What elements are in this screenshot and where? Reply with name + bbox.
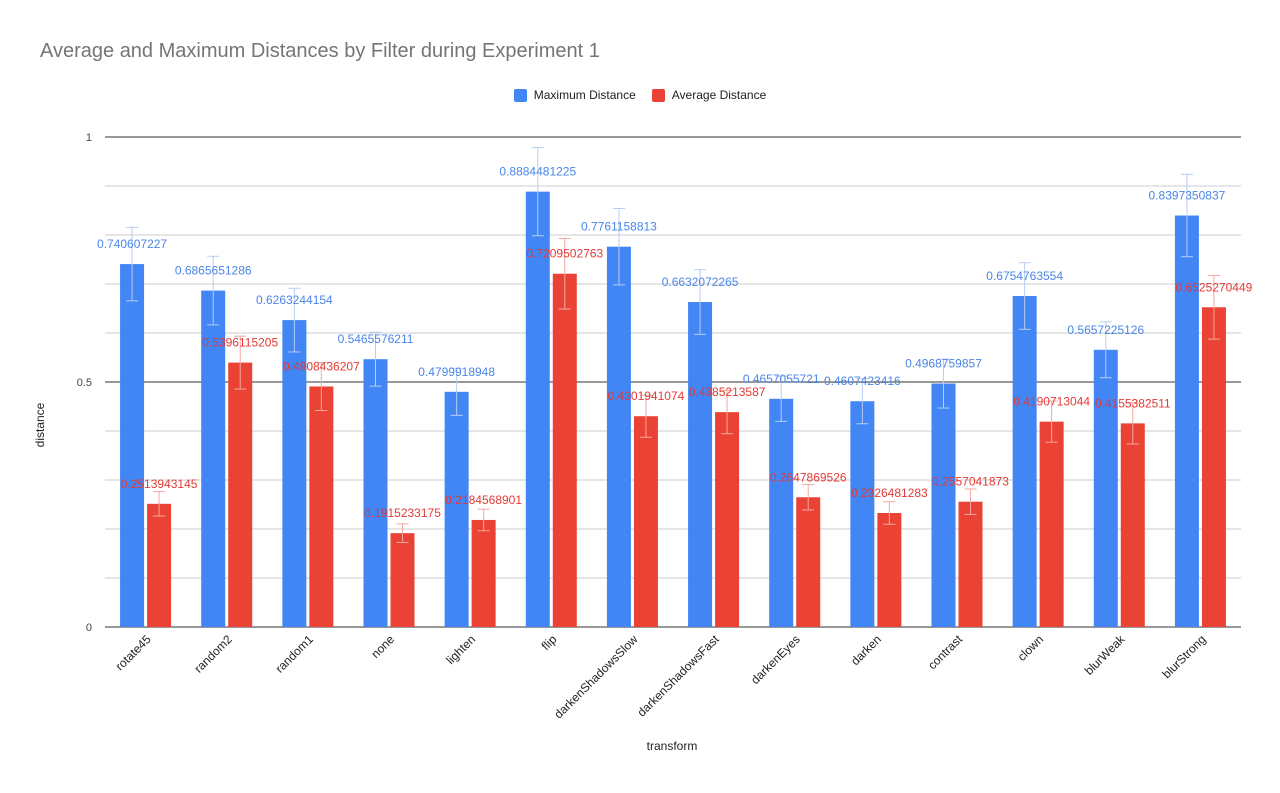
x-tick-label: darken bbox=[848, 632, 884, 668]
bar-average-distance bbox=[390, 533, 415, 627]
data-label-maximum-distance: 0.6754763554 bbox=[986, 269, 1063, 283]
bar-average-distance bbox=[1201, 307, 1226, 627]
chart-title: Average and Maximum Distances by Filter … bbox=[40, 40, 600, 62]
legend-swatch-average-distance bbox=[651, 88, 665, 102]
data-label-maximum-distance: 0.5657225126 bbox=[1067, 323, 1144, 337]
y-tick-label: 1 bbox=[86, 132, 92, 144]
data-label-average-distance: 0.5396115205 bbox=[202, 336, 278, 350]
bar-maximum-distance bbox=[363, 359, 388, 627]
bar-average-distance bbox=[309, 386, 334, 627]
legend-swatch-maximum-distance bbox=[513, 88, 527, 102]
x-axis-title: transform bbox=[646, 739, 698, 753]
x-tick-label: random1 bbox=[273, 632, 317, 676]
data-label-maximum-distance: 0.740607227 bbox=[97, 237, 167, 251]
data-label-maximum-distance: 0.4607423416 bbox=[824, 374, 901, 388]
bar-maximum-distance bbox=[1012, 296, 1037, 627]
data-label-maximum-distance: 0.6865651286 bbox=[175, 264, 252, 278]
bar-maximum-distance bbox=[606, 246, 631, 627]
data-label-maximum-distance: 0.5465576211 bbox=[338, 332, 414, 346]
bar-maximum-distance bbox=[444, 391, 469, 627]
bar-maximum-distance bbox=[931, 383, 956, 627]
x-tick-label: lighten bbox=[443, 632, 478, 667]
legend-item-average-distance[interactable]: Average Distance bbox=[651, 88, 767, 102]
data-label-maximum-distance: 0.6632072265 bbox=[662, 275, 739, 289]
bar-maximum-distance bbox=[525, 191, 550, 628]
x-tick-label: darkenEyes bbox=[748, 632, 803, 687]
x-tick-label: darkenShadowsSlow bbox=[551, 632, 640, 721]
data-label-average-distance: 0.4385213587 bbox=[689, 385, 766, 399]
bar-maximum-distance bbox=[120, 264, 145, 627]
data-label-average-distance: 0.4190713044 bbox=[1013, 395, 1090, 409]
bar-average-distance bbox=[715, 412, 740, 627]
x-tick-label: none bbox=[368, 632, 397, 661]
legend-label-maximum-distance: Maximum Distance bbox=[533, 88, 636, 102]
bar-maximum-distance bbox=[850, 401, 875, 627]
bar-maximum-distance bbox=[282, 320, 307, 627]
data-label-average-distance: 0.2513943145 bbox=[121, 477, 198, 491]
bar-maximum-distance bbox=[201, 290, 226, 627]
data-label-maximum-distance: 0.6263244154 bbox=[256, 293, 333, 307]
bar-average-distance bbox=[228, 362, 253, 627]
y-tick-label: 0.5 bbox=[77, 377, 92, 389]
bar-average-distance bbox=[633, 416, 658, 627]
bar-average-distance bbox=[1120, 423, 1145, 627]
x-tick-label: contrast bbox=[925, 632, 966, 673]
data-label-maximum-distance: 0.8884481225 bbox=[499, 165, 576, 179]
data-label-average-distance: 0.2557041873 bbox=[932, 475, 1009, 489]
data-label-average-distance: 0.4301941074 bbox=[608, 389, 685, 403]
legend: Maximum Distance Average Distance bbox=[0, 88, 1280, 102]
y-tick-label: 0 bbox=[86, 622, 92, 634]
x-tick-label: rotate45 bbox=[113, 632, 154, 673]
bar-maximum-distance bbox=[769, 398, 794, 627]
bar-average-distance bbox=[877, 513, 902, 627]
bar-maximum-distance bbox=[688, 302, 713, 627]
bar-average-distance bbox=[1039, 421, 1064, 627]
bar-average-distance bbox=[147, 503, 172, 627]
x-tick-label: blurWeak bbox=[1082, 632, 1128, 678]
data-label-average-distance: 0.7209502763 bbox=[526, 247, 603, 261]
data-label-average-distance: 0.2184568901 bbox=[445, 493, 522, 507]
x-tick-label: blurStrong bbox=[1159, 632, 1208, 681]
legend-label-average-distance: Average Distance bbox=[671, 88, 767, 102]
data-label-maximum-distance: 0.4657055721 bbox=[743, 372, 820, 386]
data-label-average-distance: 0.1915233175 bbox=[364, 506, 441, 520]
data-label-average-distance: 0.2647869526 bbox=[770, 470, 847, 484]
bar-average-distance bbox=[552, 273, 577, 627]
bar-maximum-distance bbox=[1093, 349, 1118, 627]
bar-average-distance bbox=[796, 497, 821, 627]
data-label-average-distance: 0.6525270449 bbox=[1176, 280, 1253, 294]
legend-item-maximum-distance[interactable]: Maximum Distance bbox=[513, 88, 636, 102]
data-label-maximum-distance: 0.7761158813 bbox=[581, 220, 657, 234]
x-tick-label: random2 bbox=[191, 632, 235, 676]
x-tick-label: flip bbox=[539, 632, 560, 653]
data-label-average-distance: 0.4155382511 bbox=[1095, 396, 1171, 410]
data-label-average-distance: 0.4908436207 bbox=[283, 359, 360, 373]
x-tick-label: darkenShadowsFast bbox=[634, 632, 722, 720]
data-label-maximum-distance: 0.4799918948 bbox=[418, 365, 495, 379]
bar-average-distance bbox=[471, 519, 496, 627]
bar-maximum-distance bbox=[1174, 215, 1199, 627]
x-tick-label: clown bbox=[1015, 632, 1047, 664]
bar-average-distance bbox=[958, 501, 983, 627]
data-label-average-distance: 0.2326481283 bbox=[851, 486, 928, 500]
data-label-maximum-distance: 0.8397350837 bbox=[1149, 189, 1226, 203]
data-label-maximum-distance: 0.4968759857 bbox=[905, 357, 982, 371]
